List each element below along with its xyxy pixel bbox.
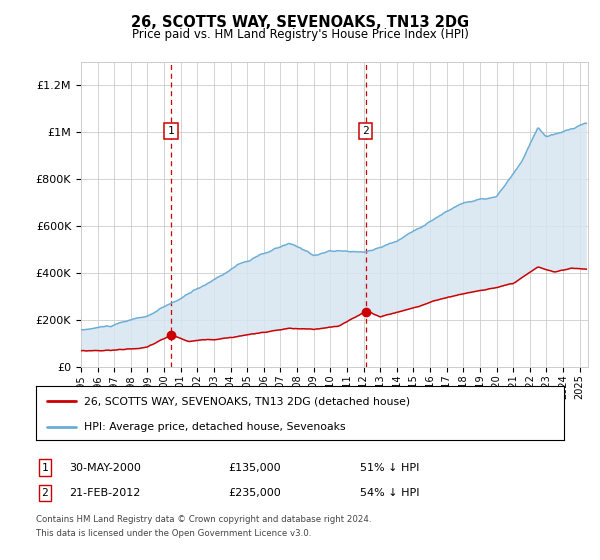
Text: HPI: Average price, detached house, Sevenoaks: HPI: Average price, detached house, Seve… [83,422,345,432]
Text: 1: 1 [41,463,49,473]
Text: 26, SCOTTS WAY, SEVENOAKS, TN13 2DG (detached house): 26, SCOTTS WAY, SEVENOAKS, TN13 2DG (det… [83,396,410,407]
Text: Contains HM Land Registry data © Crown copyright and database right 2024.: Contains HM Land Registry data © Crown c… [36,515,371,524]
Text: Price paid vs. HM Land Registry's House Price Index (HPI): Price paid vs. HM Land Registry's House … [131,28,469,41]
Text: 2: 2 [41,488,49,498]
Text: 2: 2 [362,126,369,136]
Text: 26, SCOTTS WAY, SEVENOAKS, TN13 2DG: 26, SCOTTS WAY, SEVENOAKS, TN13 2DG [131,15,469,30]
Text: 51% ↓ HPI: 51% ↓ HPI [360,463,419,473]
Text: £235,000: £235,000 [228,488,281,498]
Text: 1: 1 [167,126,175,136]
Text: 54% ↓ HPI: 54% ↓ HPI [360,488,419,498]
Text: £135,000: £135,000 [228,463,281,473]
Text: 30-MAY-2000: 30-MAY-2000 [69,463,141,473]
Text: This data is licensed under the Open Government Licence v3.0.: This data is licensed under the Open Gov… [36,529,311,538]
Text: 21-FEB-2012: 21-FEB-2012 [69,488,140,498]
